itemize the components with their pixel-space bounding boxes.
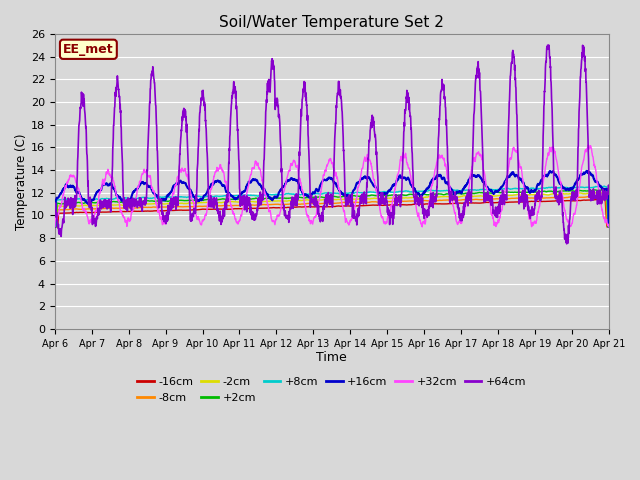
+32cm [556, 177, 564, 183]
+32cm [348, 216, 355, 222]
-8cm [572, 194, 579, 200]
+64cm [543, 42, 551, 48]
-16cm [572, 198, 579, 204]
+2cm [556, 188, 564, 194]
+8cm [605, 224, 612, 230]
+16cm [493, 189, 500, 194]
+16cm [556, 181, 564, 187]
+2cm [348, 193, 355, 199]
Line: +8cm: +8cm [55, 186, 609, 227]
Line: -16cm: -16cm [55, 200, 609, 227]
-8cm [556, 195, 564, 201]
Line: -8cm: -8cm [55, 196, 609, 227]
Title: Soil/Water Temperature Set 2: Soil/Water Temperature Set 2 [220, 15, 444, 30]
-8cm [596, 193, 604, 199]
-8cm [51, 224, 59, 230]
-16cm [360, 203, 367, 209]
+16cm [582, 168, 590, 174]
-16cm [598, 197, 606, 203]
+16cm [348, 192, 355, 198]
+32cm [493, 221, 500, 227]
+64cm [493, 212, 500, 217]
Line: +64cm: +64cm [55, 45, 609, 244]
+16cm [360, 175, 367, 181]
+32cm [360, 159, 367, 165]
Line: -2cm: -2cm [55, 192, 609, 227]
+16cm [572, 181, 579, 187]
+16cm [605, 224, 612, 230]
-2cm [556, 192, 564, 197]
-2cm [572, 191, 579, 196]
+64cm [360, 197, 367, 203]
-2cm [360, 195, 367, 201]
+2cm [572, 189, 579, 194]
-2cm [348, 196, 355, 202]
-2cm [51, 224, 59, 230]
-2cm [493, 193, 500, 199]
-16cm [605, 224, 612, 230]
+2cm [360, 193, 367, 199]
-2cm [605, 224, 612, 230]
+8cm [360, 190, 367, 196]
+2cm [598, 187, 606, 192]
-16cm [493, 200, 500, 205]
+8cm [348, 190, 355, 196]
X-axis label: Time: Time [316, 351, 347, 364]
+2cm [205, 197, 213, 203]
+32cm [51, 224, 59, 230]
+32cm [584, 142, 592, 148]
+8cm [600, 183, 608, 189]
+64cm [563, 241, 571, 247]
-16cm [556, 198, 564, 204]
+8cm [205, 193, 213, 199]
+32cm [205, 195, 213, 201]
Line: +2cm: +2cm [55, 190, 609, 227]
-16cm [348, 203, 355, 209]
-8cm [605, 224, 612, 230]
+8cm [572, 184, 579, 190]
-8cm [205, 203, 213, 209]
-8cm [493, 196, 500, 202]
+32cm [572, 210, 579, 216]
+2cm [493, 190, 500, 195]
+64cm [572, 195, 580, 201]
+32cm [605, 224, 612, 230]
+64cm [348, 199, 355, 204]
Line: +32cm: +32cm [55, 145, 609, 227]
-16cm [205, 206, 213, 212]
+64cm [51, 205, 59, 211]
+8cm [556, 185, 564, 191]
-8cm [360, 200, 367, 205]
+16cm [51, 224, 59, 230]
+2cm [605, 224, 612, 230]
Text: EE_met: EE_met [63, 43, 114, 56]
+64cm [556, 196, 564, 202]
+2cm [51, 224, 59, 230]
Line: +16cm: +16cm [55, 171, 609, 227]
+8cm [51, 224, 59, 230]
+64cm [205, 200, 213, 205]
-2cm [205, 200, 213, 205]
-16cm [51, 224, 59, 230]
+16cm [205, 184, 213, 190]
-8cm [348, 200, 355, 205]
Legend: -16cm, -8cm, -2cm, +2cm, +8cm, +16cm, +32cm, +64cm: -16cm, -8cm, -2cm, +2cm, +8cm, +16cm, +3… [133, 373, 531, 408]
-2cm [602, 190, 610, 195]
+64cm [605, 189, 612, 195]
+8cm [493, 187, 500, 193]
Y-axis label: Temperature (C): Temperature (C) [15, 133, 28, 230]
